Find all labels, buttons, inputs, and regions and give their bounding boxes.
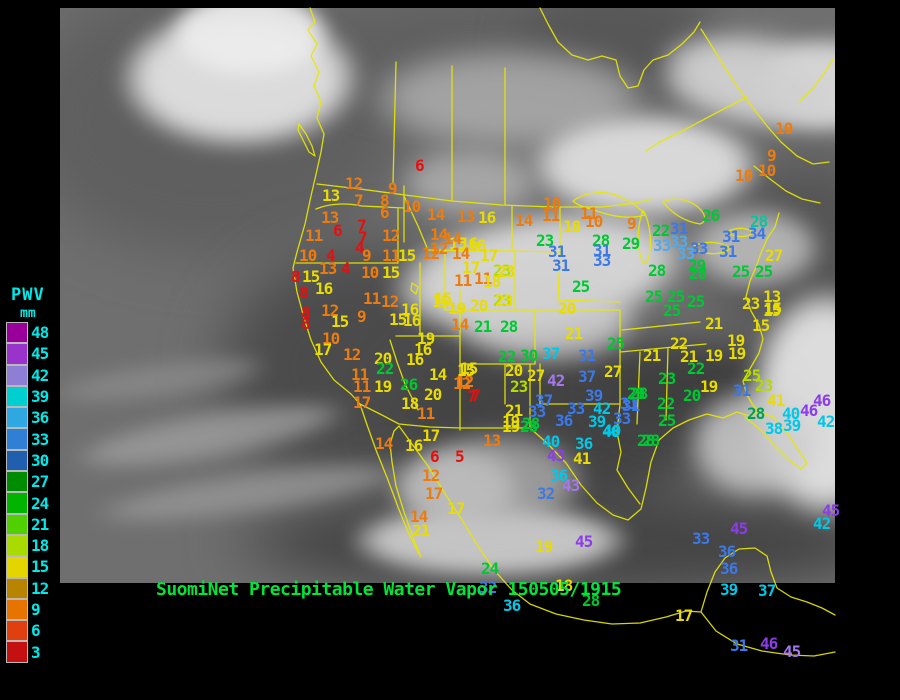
legend-value: 24 [31, 493, 49, 513]
legend-row: 48 [6, 322, 64, 344]
station-value: 36 [503, 596, 521, 615]
station-value: 31 [730, 636, 748, 655]
legend-row: 33 [6, 428, 64, 450]
legend-rows: 48 45 42 39 36 33 30 27 24 21 18 15 12 9 6 3 [6, 322, 64, 663]
cloud-blob [415, 433, 585, 528]
legend-swatch [6, 385, 28, 408]
legend-value: 6 [31, 621, 41, 641]
legend-swatch [6, 364, 28, 386]
cloud-blob [690, 388, 820, 498]
cloud-blob [400, 148, 540, 218]
legend-swatch [6, 428, 28, 450]
legend-swatch [6, 322, 28, 344]
legend-swatch [6, 577, 28, 599]
legend-swatch [6, 449, 28, 472]
legend-swatch [6, 598, 28, 621]
legend-row: 45 [6, 343, 64, 365]
legend-swatch [6, 492, 28, 514]
legend-units: mm [20, 306, 36, 321]
legend-row: 3 [6, 641, 64, 663]
legend-swatch [6, 513, 28, 535]
legend-value: 12 [31, 578, 49, 598]
legend-title: PWV [11, 285, 45, 305]
legend-value: 18 [31, 536, 49, 556]
legend-value: 9 [31, 600, 41, 619]
legend-value: 21 [31, 514, 49, 534]
legend-value: 33 [31, 429, 49, 449]
legend-value: 30 [31, 450, 49, 470]
legend-row: 12 [6, 577, 64, 599]
legend-row: 36 [6, 407, 64, 429]
legend-row: 6 [6, 620, 64, 642]
legend-value: 36 [31, 408, 49, 428]
legend-value: 3 [31, 642, 41, 662]
legend-swatch [6, 407, 28, 429]
cloud-blob [450, 273, 640, 363]
station-value: 46 [760, 634, 778, 653]
legend-row: 42 [6, 364, 64, 386]
legend-row: 21 [6, 513, 64, 535]
legend-swatch [6, 471, 28, 493]
legend-value: 42 [31, 365, 49, 385]
legend-value: 48 [31, 323, 49, 343]
legend-swatch [6, 641, 28, 663]
legend-row: 39 [6, 385, 64, 408]
cloud-blob [690, 208, 820, 288]
satellite-image [60, 8, 835, 583]
legend-row: 15 [6, 556, 64, 578]
product-title: SuomiNet Precipitable Water Vapor 150505… [156, 579, 622, 600]
legend-value: 45 [31, 344, 49, 364]
cloud-blob [530, 113, 760, 218]
legend-row: 30 [6, 449, 64, 472]
legend-row: 24 [6, 492, 64, 514]
legend-value: 39 [31, 387, 49, 407]
station-value: 17 [675, 606, 693, 625]
legend-swatch [6, 534, 28, 557]
legend-swatch [6, 620, 28, 642]
legend-value: 27 [31, 472, 49, 492]
legend-swatch [6, 343, 28, 365]
pwv-legend: PWV mm 48 45 42 39 36 33 30 27 24 21 18 15 12 9 6 3 [6, 287, 64, 663]
station-value: 37 [758, 581, 776, 600]
legend-row: 27 [6, 471, 64, 493]
station-value: 45 [783, 642, 801, 661]
legend-row: 18 [6, 534, 64, 557]
legend-value: 15 [31, 557, 49, 577]
station-value: 39 [720, 580, 738, 599]
legend-swatch [6, 556, 28, 578]
legend-row: 9 [6, 598, 64, 621]
